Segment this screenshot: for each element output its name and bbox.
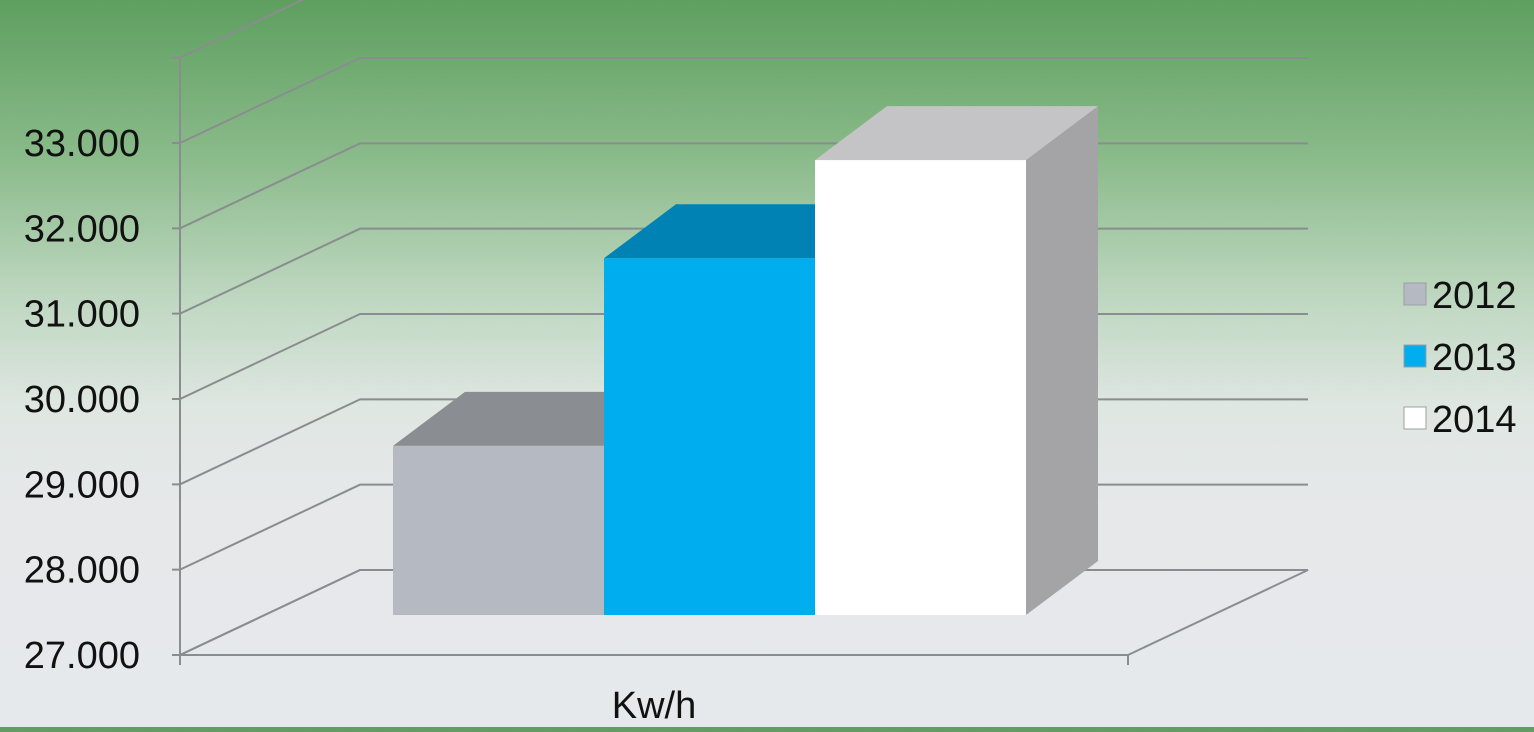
gridline [172, 0, 305, 59]
bar-side-2014 [1026, 106, 1098, 616]
bar-2012 [393, 445, 604, 615]
y-tick-label: 32.000 [24, 208, 140, 250]
y-tick-label: 28.000 [24, 550, 140, 592]
legend-label-2013: 2013 [1432, 337, 1517, 379]
y-tick-label: 29.000 [24, 464, 140, 506]
x-axis-label: Kw/h [612, 685, 696, 727]
bar-top-2014 [815, 106, 1098, 161]
legend-swatch-2012 [1403, 282, 1427, 306]
y-tick-label: 33.000 [24, 123, 140, 165]
gridline [172, 57, 1308, 144]
y-tick-label: 30.000 [24, 379, 140, 421]
legend-label-2014: 2014 [1432, 399, 1517, 441]
y-tick-label: 31.000 [24, 294, 140, 336]
legend-swatch-2014 [1403, 406, 1427, 430]
legend-swatch-2013 [1403, 344, 1427, 368]
gridline [172, 142, 1308, 230]
legend-label-2012: 2012 [1432, 275, 1517, 317]
y-tick-label: 27.000 [24, 635, 140, 677]
bar-2013 [604, 258, 815, 615]
bar-2014 [815, 160, 1026, 616]
